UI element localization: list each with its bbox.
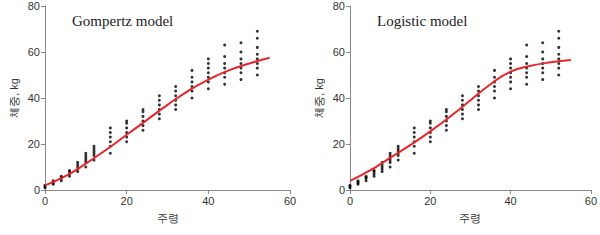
svg-text:40: 40 [504,195,516,207]
svg-text:체중, kg: 체중, kg [313,78,325,118]
svg-text:주령: 주령 [459,212,481,224]
svg-text:0: 0 [34,184,40,196]
svg-text:Logistic model: Logistic model [377,13,467,29]
svg-text:60: 60 [284,195,296,207]
svg-text:80: 80 [333,0,345,12]
svg-text:40: 40 [202,195,214,207]
svg-text:20: 20 [28,138,40,150]
svg-text:0: 0 [42,195,48,207]
svg-text:0: 0 [347,195,353,207]
svg-text:60: 60 [333,46,345,58]
svg-text:20: 20 [333,138,345,150]
svg-text:60: 60 [28,46,40,58]
svg-text:체중, kg: 체중, kg [8,78,20,118]
svg-text:20: 20 [424,195,436,207]
svg-text:주령: 주령 [157,212,179,224]
svg-text:Gompertz model: Gompertz model [72,13,173,29]
svg-text:20: 20 [121,195,133,207]
svg-text:80: 80 [28,0,40,12]
svg-text:60: 60 [585,195,597,207]
svg-text:40: 40 [28,92,40,104]
svg-text:0: 0 [339,184,345,196]
svg-text:40: 40 [333,92,345,104]
